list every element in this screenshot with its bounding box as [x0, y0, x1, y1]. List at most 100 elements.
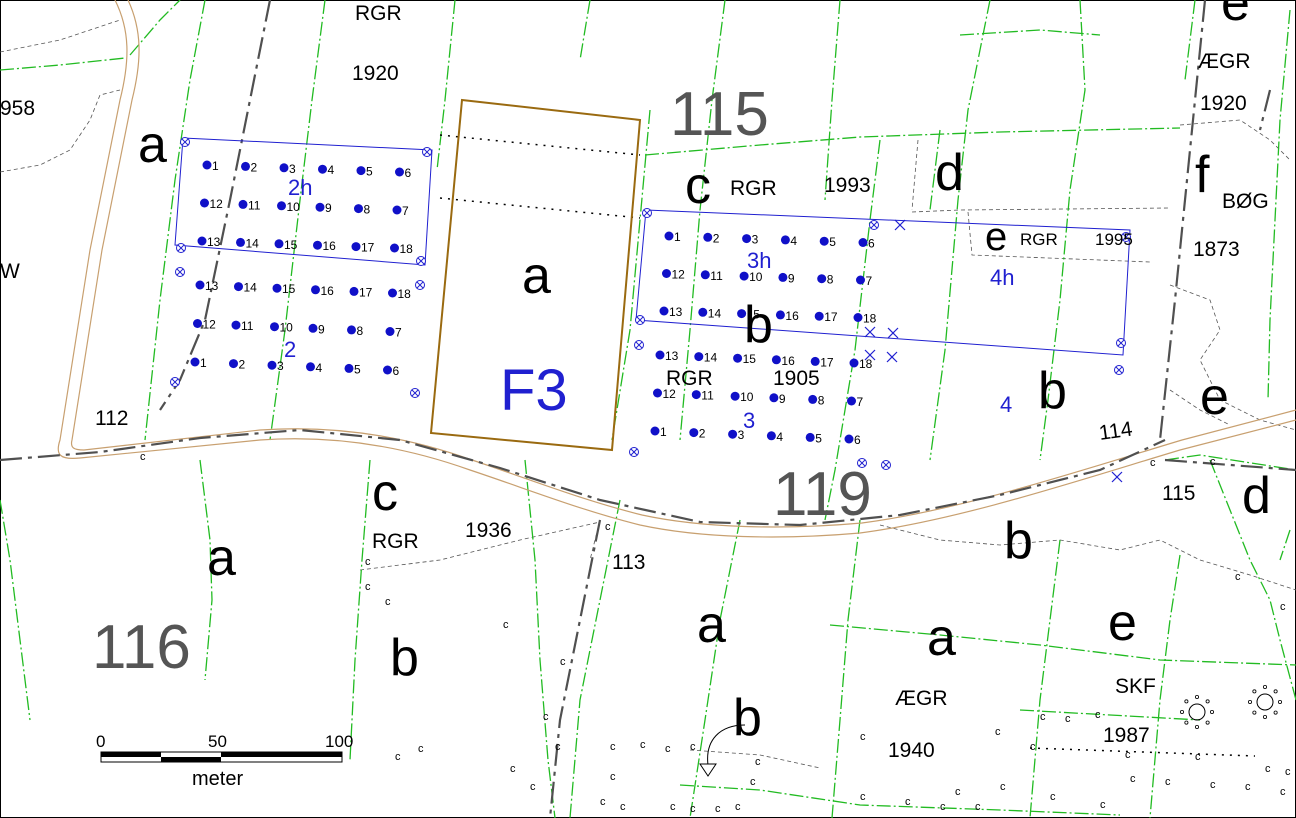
tree-c-symbol: c: [1000, 781, 1006, 793]
ring-dot: [1184, 699, 1189, 704]
plot-point: [308, 323, 318, 333]
plot-number: 1: [200, 356, 207, 370]
plot-point: [390, 243, 399, 253]
plot-point: [234, 282, 243, 292]
plot-dots: [190, 160, 868, 444]
tree-c-symbol: c: [1245, 781, 1251, 793]
plot-point: [190, 357, 200, 367]
plot-number: 8: [357, 324, 364, 338]
tree-c-symbol: c: [385, 596, 391, 608]
tree-c-symbol: c: [555, 741, 561, 753]
plot-point: [698, 307, 708, 317]
plot-number: 1: [674, 230, 681, 244]
plot-point: [775, 310, 785, 320]
plot-number: 11: [710, 269, 723, 283]
trial-area-f3-boundary: [429, 98, 642, 452]
tree-c-symbol: c: [860, 731, 866, 743]
road: [57, 0, 1296, 538]
plot-number: 13: [205, 279, 219, 293]
stand-info-text: W: [0, 260, 20, 283]
scale-tick-100: 100: [325, 732, 353, 751]
plot-number: 10: [280, 321, 294, 335]
tree-c-symbol: c: [1280, 601, 1286, 613]
corner-marker: [629, 447, 639, 457]
plot-number: 17: [361, 241, 375, 255]
tree-c-symbol: c: [940, 801, 946, 813]
tree-c-symbol: c: [735, 801, 741, 813]
plot-point: [200, 198, 209, 208]
corner-marker: [635, 315, 645, 325]
plot-number: 10: [740, 390, 754, 404]
plot-number: 17: [359, 285, 373, 299]
tree-c-symbol: c: [1050, 791, 1056, 803]
stand-info-text: 1905: [773, 367, 820, 390]
tree-c-symbol: c: [955, 786, 961, 798]
plot-point: [279, 163, 289, 173]
plot-point: [858, 238, 868, 247]
plot-number: 15: [284, 238, 298, 252]
plot-point: [277, 201, 286, 211]
plot-point: [856, 275, 865, 285]
plot-point: [653, 388, 662, 398]
plot-number: 1: [212, 159, 219, 173]
plot-number: 3: [752, 233, 759, 247]
corner-marker: [881, 460, 891, 470]
tree-circle-icons: [1188, 693, 1274, 721]
plot-label-2h: 2h: [288, 175, 312, 200]
stand-info-text: RGR: [666, 367, 713, 390]
subsection-letter: b: [390, 629, 419, 687]
subsection-letter: c: [685, 157, 711, 215]
plot-point: [315, 202, 325, 212]
tree-c-symbol: c: [560, 656, 566, 668]
plot-point: [808, 394, 818, 404]
ring-dot: [1248, 700, 1253, 705]
x-marker: [864, 349, 876, 361]
plot-point: [229, 359, 238, 369]
plot-point: [700, 270, 710, 280]
stand-info-text: 1995: [1095, 230, 1133, 249]
section-number-115: 115: [670, 80, 769, 149]
x-marker: [864, 326, 876, 338]
plot-point: [267, 360, 277, 370]
plot-point: [356, 166, 366, 176]
plot-number: 3: [738, 428, 745, 442]
tree-c-symbol: c: [1210, 779, 1216, 791]
stand-info-text: RGR: [1020, 230, 1058, 249]
x-marker: [1111, 471, 1123, 483]
plot-number: 14: [244, 281, 258, 295]
plot-number: 16: [321, 284, 335, 298]
plot-number: 14: [708, 306, 722, 320]
stand-info-text: 1920: [352, 62, 399, 85]
plot-number: 2: [713, 231, 720, 245]
plot-point: [703, 232, 713, 242]
plot-number: 16: [785, 309, 799, 323]
ring-dot: [1273, 710, 1278, 715]
ring-dot: [1195, 695, 1200, 700]
plot-point: [655, 350, 665, 360]
plot-point: [383, 365, 392, 375]
plot-number: 7: [866, 274, 873, 288]
plot-point: [392, 205, 402, 215]
ring-dot: [1184, 720, 1189, 725]
plot-label-4h: 4h: [990, 265, 1014, 290]
tree-c-symbol: c: [1280, 786, 1286, 798]
tree-c-symbol: c: [365, 581, 371, 593]
plot-number: 2: [251, 160, 258, 174]
curved-arrow-icon: [699, 724, 746, 777]
tree-c-symbol: c: [1130, 773, 1136, 785]
tree-c-symbol: c: [620, 801, 626, 813]
dotted-lines: [439, 134, 1256, 757]
corner-marker: [1114, 365, 1124, 375]
stand-info-text: 1987: [1103, 724, 1150, 747]
plot-point: [728, 429, 738, 439]
subsection-letter: e: [1221, 0, 1250, 32]
subsection-letter: b: [1038, 362, 1067, 420]
plot-number: 2: [699, 427, 706, 441]
plot-point: [193, 319, 202, 328]
plot-point: [771, 355, 781, 365]
plot-number: 15: [747, 308, 761, 322]
stand-info-text: 1993: [824, 174, 871, 197]
plot-point: [805, 432, 815, 442]
tree-c-symbol: c: [755, 756, 761, 768]
